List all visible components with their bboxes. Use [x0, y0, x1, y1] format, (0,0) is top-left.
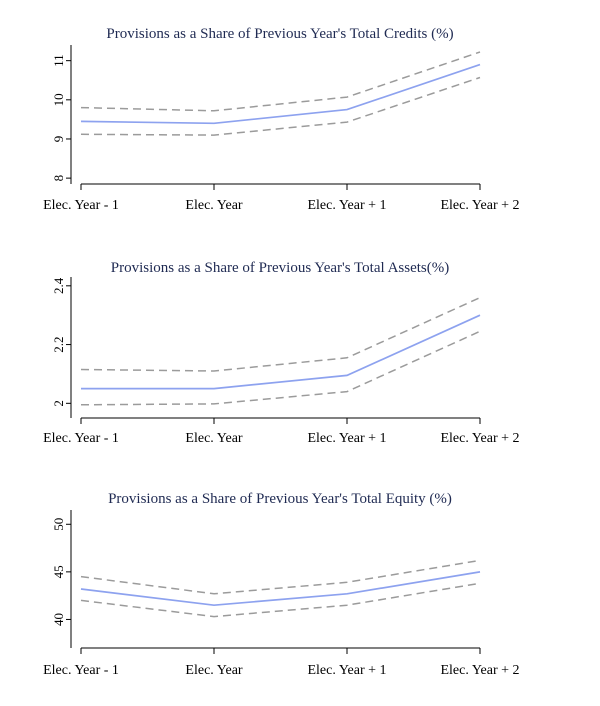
y-tick-label: 2.4 [51, 277, 66, 294]
x-tick-label: Elec. Year [185, 198, 242, 213]
chart-title: Provisions as a Share of Previous Year's… [108, 491, 452, 507]
x-tick-label: Elec. Year + 1 [307, 431, 386, 446]
upper-ci-line [80, 51, 481, 112]
y-tick-label: 2 [51, 400, 66, 407]
x-tick-label: Elec. Year [185, 663, 242, 678]
x-tick-label: Elec. Year [185, 431, 242, 446]
y-tick-label: 45 [51, 565, 66, 578]
lower-ci-line [80, 582, 481, 618]
y-tick-label: 50 [51, 518, 66, 531]
lower-ci-line [80, 76, 481, 136]
estimate-line [80, 63, 481, 125]
upper-ci-line [80, 559, 481, 595]
y-tick-label: 10 [51, 93, 66, 106]
y-tick-label: 2.2 [51, 336, 66, 352]
chart-title: Provisions as a Share of Previous Year's… [111, 260, 449, 276]
chart-title: Provisions as a Share of Previous Year's… [106, 26, 453, 42]
lower-ci-line [80, 330, 481, 406]
x-tick-label: Elec. Year - 1 [43, 198, 119, 213]
x-tick-label: Elec. Year - 1 [43, 663, 119, 678]
x-tick-label: Elec. Year + 1 [307, 198, 386, 213]
y-tick-label: 9 [51, 136, 66, 143]
chart-panel-2: Provisions as a Share of Previous Year's… [43, 260, 519, 446]
y-tick-label: 11 [51, 54, 66, 67]
chart-panel-3: Provisions as a Share of Previous Year's… [43, 491, 519, 678]
upper-ci-line [80, 296, 481, 372]
y-tick-label: 8 [51, 175, 66, 182]
x-tick-label: Elec. Year + 2 [440, 198, 519, 213]
chart-panel-1: Provisions as a Share of Previous Year's… [43, 26, 519, 213]
x-tick-label: Elec. Year + 2 [440, 663, 519, 678]
estimate-line [80, 571, 481, 607]
x-tick-label: Elec. Year + 2 [440, 431, 519, 446]
x-tick-label: Elec. Year - 1 [43, 431, 119, 446]
x-tick-label: Elec. Year + 1 [307, 663, 386, 678]
estimate-line [81, 314, 481, 390]
y-tick-label: 40 [51, 613, 66, 626]
